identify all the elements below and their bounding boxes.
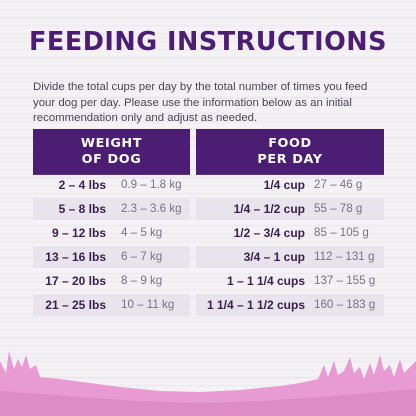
weight-kg: 6 – 7 kg xyxy=(121,250,163,263)
food-cups: 1/2 – 3/4 cup xyxy=(233,226,305,240)
food-cups: 1/4 cup xyxy=(263,178,305,192)
weight-kg: 10 – 11 kg xyxy=(121,298,175,311)
weight-lbs: 9 – 12 lbs xyxy=(51,226,106,240)
grass-illustration xyxy=(0,351,416,416)
table-row: 5 – 8 lbs 2.3 – 3.6 kg 1/4 – 1/2 cup 55 … xyxy=(33,198,384,220)
food-cups: 1 – 1 1/4 cups xyxy=(226,274,305,288)
weight-lbs: 17 – 20 lbs xyxy=(45,274,106,288)
weight-lbs: 21 – 25 lbs xyxy=(45,298,106,312)
weight-kg: 2.3 – 3.6 kg xyxy=(121,202,182,215)
food-grams: 112 – 131 g xyxy=(314,250,375,263)
table-row: 21 – 25 lbs 10 – 11 kg 1 1/4 – 1 1/2 cup… xyxy=(33,294,384,316)
food-grams: 27 – 46 g xyxy=(314,178,363,191)
weight-lbs: 13 – 16 lbs xyxy=(45,250,106,264)
food-grams: 85 – 105 g xyxy=(314,226,369,239)
weight-kg: 0.9 – 1.8 kg xyxy=(121,178,182,191)
table-row: 17 – 20 lbs 8 – 9 kg 1 – 1 1/4 cups 137 … xyxy=(33,270,384,292)
table-row: 9 – 12 lbs 4 – 5 kg 1/2 – 3/4 cup 85 – 1… xyxy=(33,222,384,244)
table-divider xyxy=(33,174,190,175)
food-grams: 137 – 155 g xyxy=(314,274,376,287)
table-row: 13 – 16 lbs 6 – 7 kg 3/4 – 1 cup 112 – 1… xyxy=(33,246,384,268)
weight-kg: 4 – 5 kg xyxy=(121,226,163,239)
food-cups: 1/4 – 1/2 cup xyxy=(233,202,305,216)
weight-lbs: 5 – 8 lbs xyxy=(58,202,106,216)
table-row: 2 – 4 lbs 0.9 – 1.8 kg 1/4 cup 27 – 46 g xyxy=(33,174,384,196)
header-weight-of-dog: WEIGHT OF DOG xyxy=(33,129,190,174)
table-divider xyxy=(196,174,384,175)
food-cups: 1 1/4 – 1 1/2 cups xyxy=(206,298,305,312)
food-grams: 55 – 78 g xyxy=(314,202,363,215)
weight-lbs: 2 – 4 lbs xyxy=(58,178,106,192)
feeding-table: 2 – 4 lbs 0.9 – 1.8 kg 1/4 cup 27 – 46 g… xyxy=(33,174,384,316)
intro-paragraph: Divide the total cups per day by the tot… xyxy=(33,81,368,124)
header-food-per-day: FOOD PER DAY xyxy=(196,129,384,174)
weight-kg: 8 – 9 kg xyxy=(121,274,163,287)
food-grams: 160 – 183 g xyxy=(314,298,376,311)
food-cups: 3/4 – 1 cup xyxy=(243,250,305,264)
page-title: FEEDING INSTRUCTIONS xyxy=(29,27,387,57)
